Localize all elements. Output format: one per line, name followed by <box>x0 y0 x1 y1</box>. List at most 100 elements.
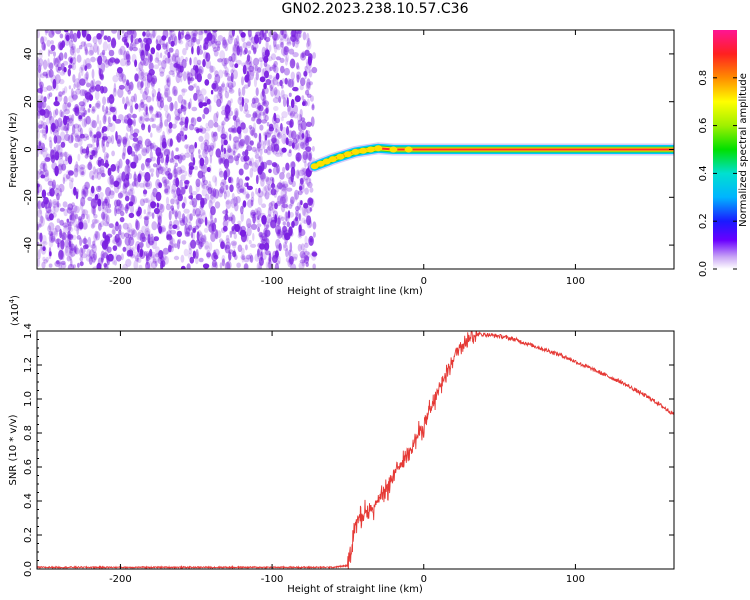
noise-speck <box>110 164 116 172</box>
noise-speck <box>254 213 257 222</box>
noise-speck <box>51 85 55 91</box>
noise-speck <box>273 38 277 48</box>
noise-speck <box>219 96 223 104</box>
noise-speck <box>300 200 303 206</box>
noise-speck <box>37 187 40 194</box>
noise-speck <box>166 179 171 190</box>
noise-speck <box>107 58 111 66</box>
noise-speck <box>200 88 207 96</box>
noise-speck <box>86 33 92 42</box>
noise-speck <box>81 184 89 195</box>
noise-speck <box>64 246 71 257</box>
noise-speck <box>267 256 273 263</box>
noise-speck <box>228 56 233 62</box>
noise-speck <box>278 256 281 265</box>
noise-speck <box>264 246 267 252</box>
noise-speck <box>248 253 253 263</box>
noise-speck <box>195 239 201 246</box>
noise-speck <box>178 112 183 120</box>
noise-speck <box>300 141 305 149</box>
noise-speck <box>203 227 209 233</box>
noise-speck <box>311 145 315 152</box>
noise-speck <box>74 128 80 139</box>
noise-speck <box>161 59 167 70</box>
noise-speck <box>204 156 209 166</box>
noise-speck <box>300 77 306 86</box>
noise-speck <box>41 147 48 152</box>
noise-speck <box>224 158 229 165</box>
noise-speck <box>138 69 144 80</box>
noise-speck <box>164 119 169 127</box>
noise-speck <box>237 120 244 125</box>
noise-speck <box>232 144 237 150</box>
noise-speck <box>138 115 145 125</box>
noise-speck <box>146 95 152 103</box>
noise-speck <box>85 57 91 68</box>
noise-speck <box>38 62 42 71</box>
noise-speck <box>127 189 134 196</box>
noise-speck <box>312 52 316 59</box>
noise-speck <box>42 241 48 246</box>
noise-speck <box>273 33 280 41</box>
noise-speck <box>213 94 219 103</box>
noise-speck <box>137 243 140 253</box>
colorbar-tick-label: 0.6 <box>698 118 709 134</box>
noise-speck <box>252 213 256 224</box>
noise-speck <box>122 96 125 105</box>
noise-speck <box>246 145 253 152</box>
noise-speck <box>54 225 61 232</box>
noise-speck <box>45 214 49 220</box>
noise-speck <box>304 235 308 245</box>
noise-speck <box>290 71 295 81</box>
noise-speck <box>171 85 178 96</box>
noise-speck <box>72 32 78 43</box>
noise-speck <box>290 231 294 237</box>
ridge-point <box>359 147 368 154</box>
noise-speck <box>141 123 146 131</box>
noise-speck <box>254 153 260 159</box>
noise-speck <box>123 38 128 46</box>
noise-speck <box>85 71 89 80</box>
noise-speck <box>173 167 178 178</box>
noise-speck <box>94 230 99 239</box>
noise-speck <box>176 133 182 143</box>
noise-speck <box>86 248 91 257</box>
noise-speck <box>135 146 138 154</box>
noise-speck <box>70 243 75 251</box>
noise-speck <box>216 93 223 100</box>
noise-speck <box>102 96 107 105</box>
noise-speck <box>74 107 80 117</box>
noise-speck <box>241 35 246 43</box>
noise-speck <box>276 132 281 138</box>
colorbar-label: Normalized spectral amplitude <box>738 73 749 227</box>
noise-speck <box>82 112 86 118</box>
noise-speck <box>103 221 110 227</box>
noise-speck <box>92 240 96 246</box>
noise-speck <box>286 78 292 87</box>
noise-speck <box>142 111 149 117</box>
noise-speck <box>134 103 139 110</box>
noise-speck <box>147 124 151 133</box>
noise-speck <box>284 56 288 66</box>
noise-speck <box>201 174 206 183</box>
noise-speck <box>285 215 289 222</box>
noise-speck <box>236 262 241 268</box>
noise-speck <box>163 179 168 187</box>
noise-speck <box>192 227 196 233</box>
noise-speck <box>181 186 186 195</box>
noise-speck <box>259 140 265 146</box>
noise-speck <box>227 34 233 45</box>
noise-speck <box>40 124 47 129</box>
noise-speck <box>108 190 115 199</box>
noise-speck <box>223 139 228 146</box>
noise-speck <box>145 106 148 116</box>
noise-speck <box>222 225 228 232</box>
noise-speck <box>103 113 107 122</box>
noise-speck <box>229 230 233 238</box>
noise-speck <box>221 157 226 165</box>
noise-speck <box>184 231 190 237</box>
noise-speck <box>168 223 174 230</box>
noise-speck <box>82 186 89 197</box>
noise-speck <box>268 206 273 212</box>
noise-speck <box>241 86 246 97</box>
